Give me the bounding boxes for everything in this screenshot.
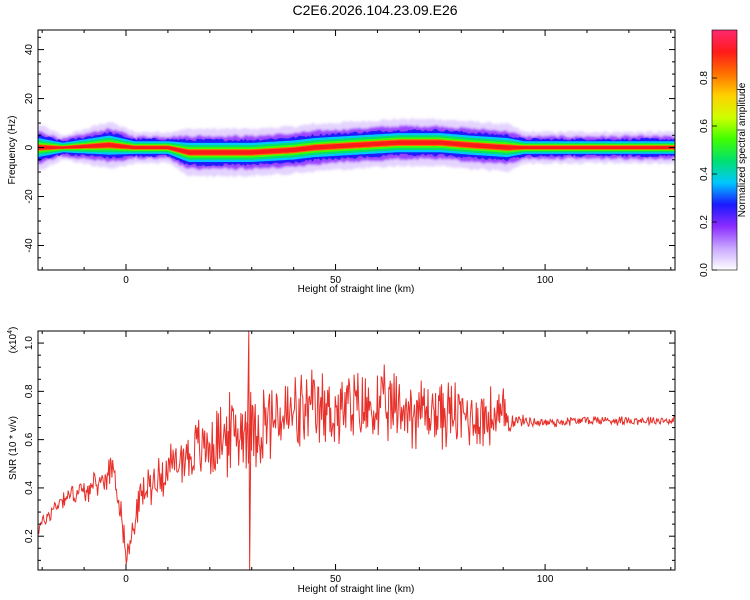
x-tick-label: 50 xyxy=(330,275,342,286)
snr-y-multiplier-close: ) xyxy=(8,327,19,330)
snr-y-multiplier: (x104) xyxy=(7,327,19,354)
snr-plot-area xyxy=(38,331,675,570)
y-tick-label: 40 xyxy=(24,44,35,56)
x-tick-label: 100 xyxy=(537,275,554,286)
colorbar-tick-label: 0.8 xyxy=(699,71,710,85)
colorbar-gradient xyxy=(711,29,738,271)
x-tick-label: 0 xyxy=(123,275,129,286)
y-tick-label: 1.0 xyxy=(24,336,35,350)
spectrogram-y-axis: -40 -20 0 20 40 xyxy=(24,36,675,271)
spectrogram-x-axis: 0 50 100 xyxy=(41,30,672,286)
y-tick-label: 0.8 xyxy=(24,384,35,398)
snr-frame xyxy=(37,330,676,571)
x-tick-label: 0 xyxy=(123,574,129,585)
x-tick-label: 50 xyxy=(330,574,342,585)
spectrogram-frame xyxy=(37,29,676,271)
colorbar: 0.0 0.2 0.4 0.6 0.8 Normalized spectral ampl… xyxy=(699,29,748,277)
spectrogram-image xyxy=(38,117,675,178)
colorbar-label: Normalized spectral amplitude xyxy=(737,82,748,217)
snr-panel: 0.2 0.4 0.6 0.8 1.0 0 50 100 Height of straigh… xyxy=(7,327,676,595)
snr-x-label: Height of straight line (km) xyxy=(298,584,415,595)
snr-series-line xyxy=(38,364,675,565)
spectrogram-x-label: Height of straight line (km) xyxy=(298,284,415,295)
y-tick-label: 0.2 xyxy=(24,529,35,543)
snr-y-multiplier-exponent: 4 xyxy=(7,330,14,334)
colorbar-tick-label: 0.6 xyxy=(699,119,710,133)
snr-lines xyxy=(38,331,675,570)
y-tick-label: 0.4 xyxy=(24,481,35,495)
colorbar-tick-label: 0.2 xyxy=(699,215,710,229)
snr-y-label: SNR (10 * v/v) xyxy=(8,416,19,480)
y-tick-label: 0.6 xyxy=(24,432,35,446)
snr-y-axis: 0.2 0.4 0.6 0.8 1.0 xyxy=(24,336,675,561)
snr-spike xyxy=(247,331,252,570)
spectrogram-panel: -40 -20 0 20 40 0 50 100 Height of straight li… xyxy=(7,29,676,295)
colorbar-ticks: 0.0 0.2 0.4 0.6 0.8 xyxy=(699,71,717,277)
snr-y-multiplier-base: (x10 xyxy=(8,333,19,353)
colorbar-tick-label: 0.0 xyxy=(699,263,710,277)
figure-title: C2E6.2026.104.23.09.E26 xyxy=(292,2,457,18)
colorbar-tick-label: 0.4 xyxy=(699,167,710,181)
y-tick-label: -20 xyxy=(24,189,35,204)
x-tick-label: 100 xyxy=(537,574,554,585)
y-tick-label: -40 xyxy=(24,238,35,253)
y-tick-label: 20 xyxy=(24,93,35,105)
y-tick-label: 0 xyxy=(24,144,35,150)
ridge-band xyxy=(38,140,675,155)
spectrogram-y-label: Frequency (Hz) xyxy=(7,116,18,185)
snr-x-axis: 0 50 100 xyxy=(41,331,672,585)
